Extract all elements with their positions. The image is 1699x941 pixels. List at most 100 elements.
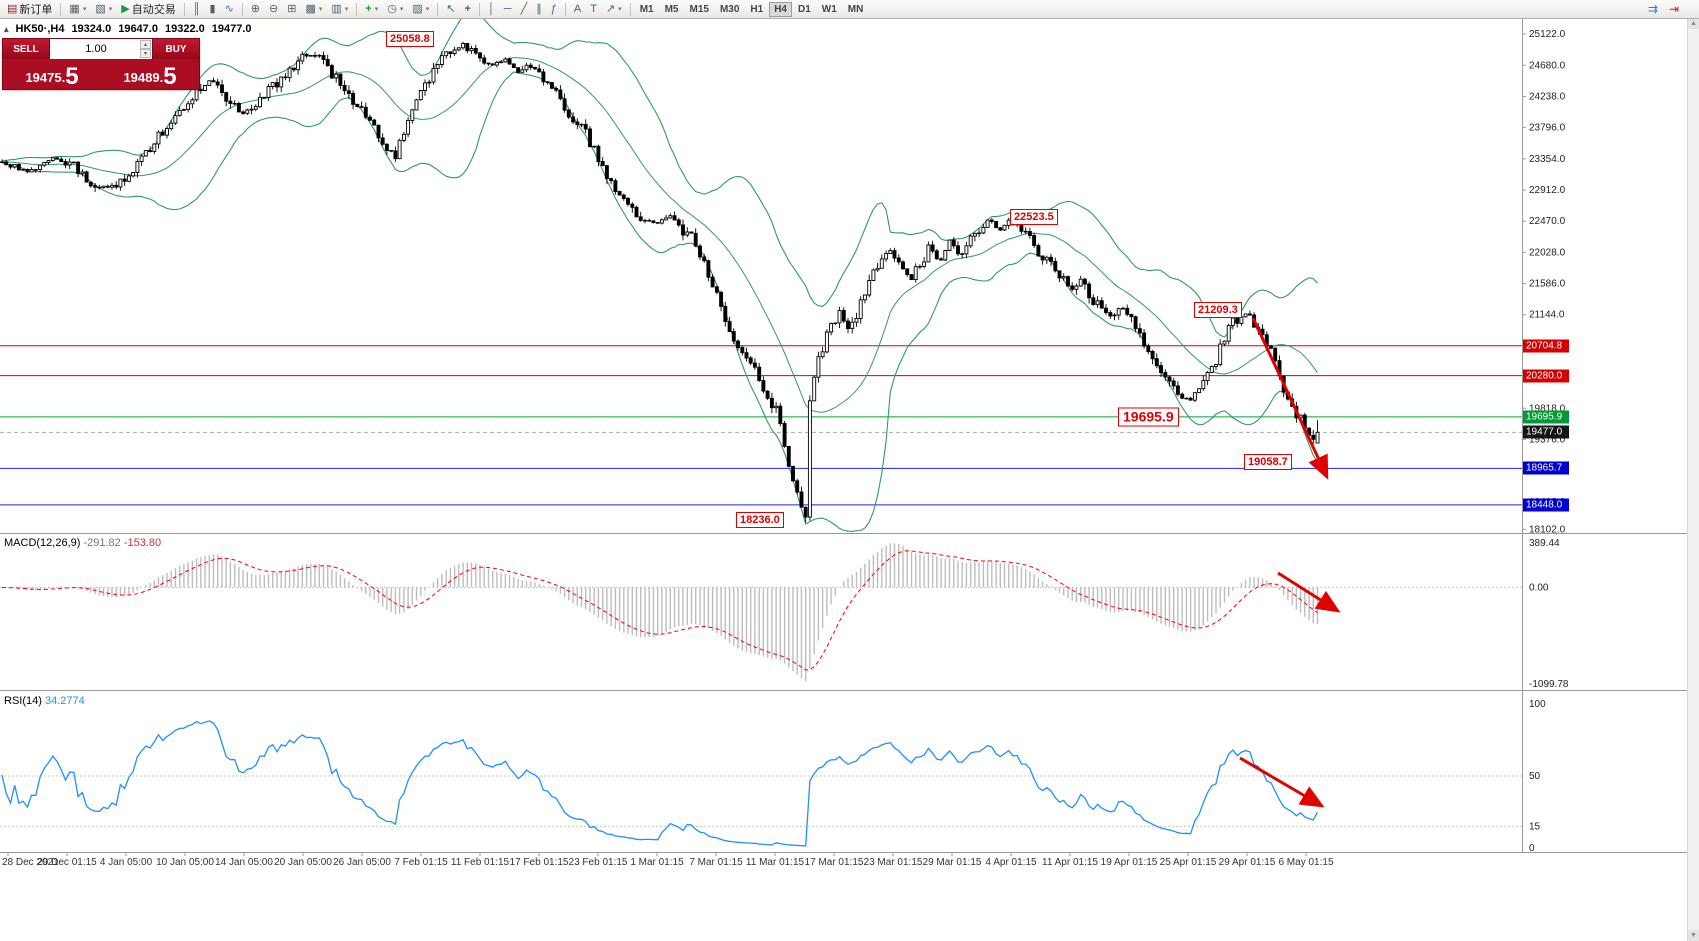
label-button[interactable]: T: [586, 1, 601, 17]
cascade-icon: ▩: [305, 2, 316, 15]
timeframe-m1[interactable]: M1: [635, 2, 659, 17]
one-click-collapse-icon[interactable]: ▴: [4, 23, 9, 34]
price-tick-label: 23354.0: [1529, 154, 1566, 165]
indicators-button[interactable]: + ▾: [361, 1, 382, 17]
trendline-button[interactable]: ╱: [517, 1, 532, 17]
timeframe-h1[interactable]: H1: [745, 2, 768, 17]
tile-windows-icon: ⊞: [287, 2, 297, 15]
time-tick-label: 4 Apr 01:15: [985, 857, 1037, 868]
macd-main-value: -291.82: [83, 537, 121, 549]
line-chart-icon: ∿: [224, 2, 234, 15]
templates-icon: ▨: [412, 2, 423, 15]
macd-signal-value: -153.80: [123, 537, 162, 549]
time-tick-label: 11 Apr 01:15: [1042, 857, 1098, 868]
autotrading-button[interactable]: ▶ 自动交易: [117, 1, 179, 17]
vertical-scrollbar[interactable]: ▲ ▼: [1687, 18, 1699, 941]
chart-shift-button[interactable]: ⇥: [1665, 1, 1683, 17]
hline-button[interactable]: ─: [500, 1, 516, 17]
time-tick-label: 14 Jan 05:00: [215, 857, 273, 868]
toolbar-separator: [60, 2, 62, 16]
arrows-button[interactable]: ↗ ▾: [602, 1, 626, 17]
bollinger-middle-line: [1, 57, 1318, 413]
fibonacci-button[interactable]: ƒ: [547, 1, 561, 17]
cursor-button[interactable]: ↖: [442, 1, 459, 17]
scroll-up-icon[interactable]: ▲: [1688, 18, 1699, 29]
new-chart-button[interactable]: ▦ ▾: [65, 1, 90, 17]
timeframe-w1[interactable]: W1: [817, 2, 842, 17]
time-tick-label: 17 Feb 01:15: [510, 857, 569, 868]
sell-price-big: 5: [65, 62, 79, 90]
trend-arrow-main: [1251, 317, 1329, 480]
profiles-icon: ▧: [95, 2, 106, 15]
buy-price-main: 19489.: [123, 69, 164, 85]
sell-button[interactable]: SELL: [3, 39, 49, 59]
trendline-icon: ╱: [520, 2, 528, 15]
trend-arrow-macd: [1277, 571, 1341, 613]
volume-input[interactable]: [50, 39, 152, 59]
crosshair-button[interactable]: +: [461, 1, 475, 17]
time-tick-label: 20 Jan 05:00: [274, 857, 332, 868]
chevron-down-icon: ▾: [82, 6, 87, 13]
price-tick-label: 18102.0: [1529, 524, 1566, 535]
rsi-layer: [1, 720, 1319, 847]
timeframe-m15[interactable]: M15: [685, 2, 714, 17]
arrange-icon: ▥: [331, 2, 342, 15]
price-tick-label: 25122.0: [1529, 29, 1566, 40]
time-tick-label: 25 Apr 01:15: [1160, 857, 1217, 868]
channel-button[interactable]: ∥: [532, 1, 546, 17]
timeframe-h4[interactable]: H4: [769, 1, 792, 17]
volume-increase-icon[interactable]: ▴: [140, 40, 151, 49]
price-label-annotation: 19695.9: [1118, 407, 1179, 427]
price-label-annotation: 25058.8: [386, 30, 434, 47]
rsi-axis-label: 0: [1529, 843, 1535, 854]
tile-windows-button[interactable]: ⊞: [283, 1, 300, 17]
text-button[interactable]: A: [570, 1, 585, 17]
sell-price[interactable]: 19475. 5: [3, 59, 101, 89]
timeframe-d1[interactable]: D1: [793, 2, 816, 17]
timeframe-mn[interactable]: MN: [843, 2, 869, 17]
arrange-button[interactable]: ▥ ▾: [327, 1, 352, 17]
rsi-label: RSI(14) 34.2774: [4, 695, 85, 707]
price-tick-label: 21144.0: [1529, 310, 1565, 321]
price-label-annotation: 18236.0: [736, 511, 784, 528]
zoom-in-button[interactable]: ⊕: [247, 1, 264, 17]
chevron-down-icon: ▾: [374, 6, 379, 13]
zoom-out-button[interactable]: ⊖: [265, 1, 282, 17]
templates-button[interactable]: ▨ ▾: [408, 1, 433, 17]
candlestick-button[interactable]: ▮: [206, 1, 220, 17]
bollinger-bands: [1, 18, 1318, 532]
volume-decrease-icon[interactable]: ▾: [140, 49, 151, 58]
buy-button[interactable]: BUY: [153, 39, 199, 59]
timeframe-m30[interactable]: M30: [715, 2, 744, 17]
periods-button[interactable]: ◷ ▾: [383, 1, 407, 17]
rsi-name: RSI(14): [4, 695, 42, 707]
vline-icon: │: [487, 2, 495, 15]
scroll-down-icon[interactable]: ▼: [1688, 930, 1699, 941]
new-order-button[interactable]: ▤ 新订单: [3, 1, 56, 17]
line-chart-button[interactable]: ∿: [221, 1, 238, 17]
main-toolbar: ▤ 新订单 ▦ ▾ ▧ ▾ ▶ 自动交易 ║ ▮ ∿ ⊕ ⊖ ⊞ ▩ ▾ ▥ ▾ + ▾ ◷ ▾ ▨ ▾ ↖ + │ ─ ╱ ∥ ƒ A T ↗ ▾…: [0, 0, 1699, 19]
auto-scroll-button[interactable]: ⇉: [1644, 1, 1662, 17]
rsi-axis-label: 100: [1529, 699, 1546, 710]
macd-label: MACD(12,26,9) -291.82 -153.80: [4, 537, 161, 549]
cascade-button[interactable]: ▩ ▾: [301, 1, 326, 17]
profiles-button[interactable]: ▧ ▾: [91, 1, 116, 17]
chart-shift-icon: ⇥: [1668, 2, 1679, 16]
price-tick-label: 19376.0: [1529, 434, 1566, 445]
price-label-annotation: 19058.7: [1244, 453, 1292, 470]
time-tick-label: 29 Apr 01:15: [1219, 857, 1276, 868]
candlestick-icon: ▮: [209, 2, 216, 15]
toolbar-separator: [437, 2, 439, 16]
vline-button[interactable]: │: [484, 1, 499, 17]
timeframe-m5[interactable]: M5: [660, 2, 684, 17]
buy-price[interactable]: 19489. 5: [101, 59, 199, 89]
bar-chart-button[interactable]: ║: [189, 1, 205, 17]
time-tick-label: 26 Jan 05:00: [333, 857, 391, 868]
buy-price-big: 5: [163, 62, 177, 90]
time-tick-label: 19 Apr 01:15: [1101, 857, 1158, 868]
macd-histogram: [5, 543, 1319, 682]
label-icon: T: [590, 2, 597, 15]
